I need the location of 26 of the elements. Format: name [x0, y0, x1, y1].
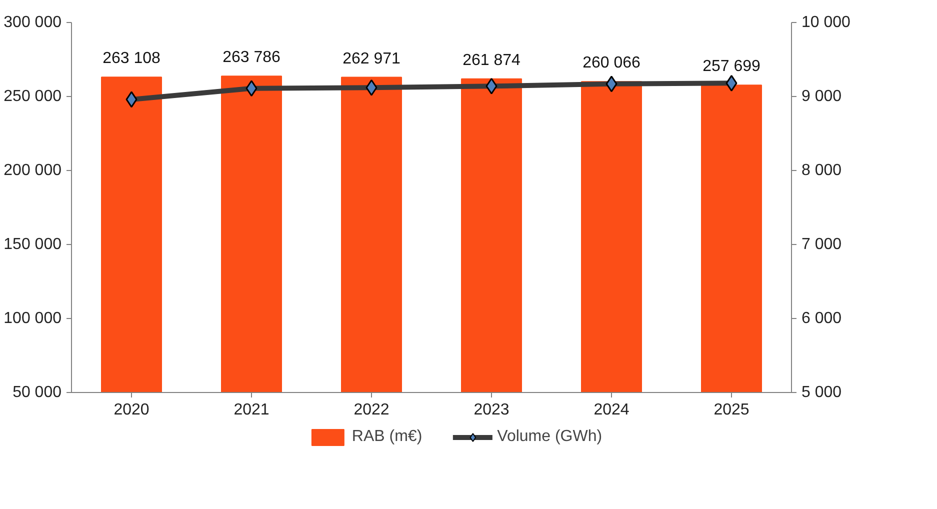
data-label: 261 874	[462, 52, 521, 69]
y2-tick-label: 9 000	[802, 88, 842, 105]
y2-tick-label: 10 000	[802, 14, 851, 31]
y-tick-label: 150 000	[4, 236, 62, 253]
x-tick-label: 2025	[714, 402, 750, 418]
data-label: 263 108	[102, 50, 161, 68]
x-tick-label: 2020	[114, 402, 150, 418]
x-tick-label: 2023	[474, 402, 510, 418]
data-label: 263 786	[222, 49, 281, 66]
y2-tick-label: 5 000	[802, 384, 842, 401]
y-tick-label: 50 000	[12, 384, 62, 401]
y-tick-label: 250 000	[4, 88, 62, 105]
data-label: 262 971	[342, 50, 401, 68]
y-tick-label: 100 000	[4, 310, 62, 327]
y2-tick-label: 6 000	[802, 310, 842, 327]
y-tick-label: 200 000	[4, 162, 62, 179]
y2-tick-label: 8 000	[802, 162, 842, 179]
x-tick-label: 2022	[354, 402, 390, 418]
legend-label: Volume (GWh)	[497, 428, 602, 446]
data-label: 260 066	[582, 54, 641, 72]
x-tick-label: 2021	[234, 402, 270, 418]
y-tick-label: 300 000	[4, 14, 62, 31]
data-label: 257 699	[702, 58, 761, 76]
x-tick-label: 2024	[594, 402, 630, 418]
y2-tick-label: 7 000	[802, 236, 842, 253]
legend-label: RAB (m€)	[352, 428, 422, 446]
